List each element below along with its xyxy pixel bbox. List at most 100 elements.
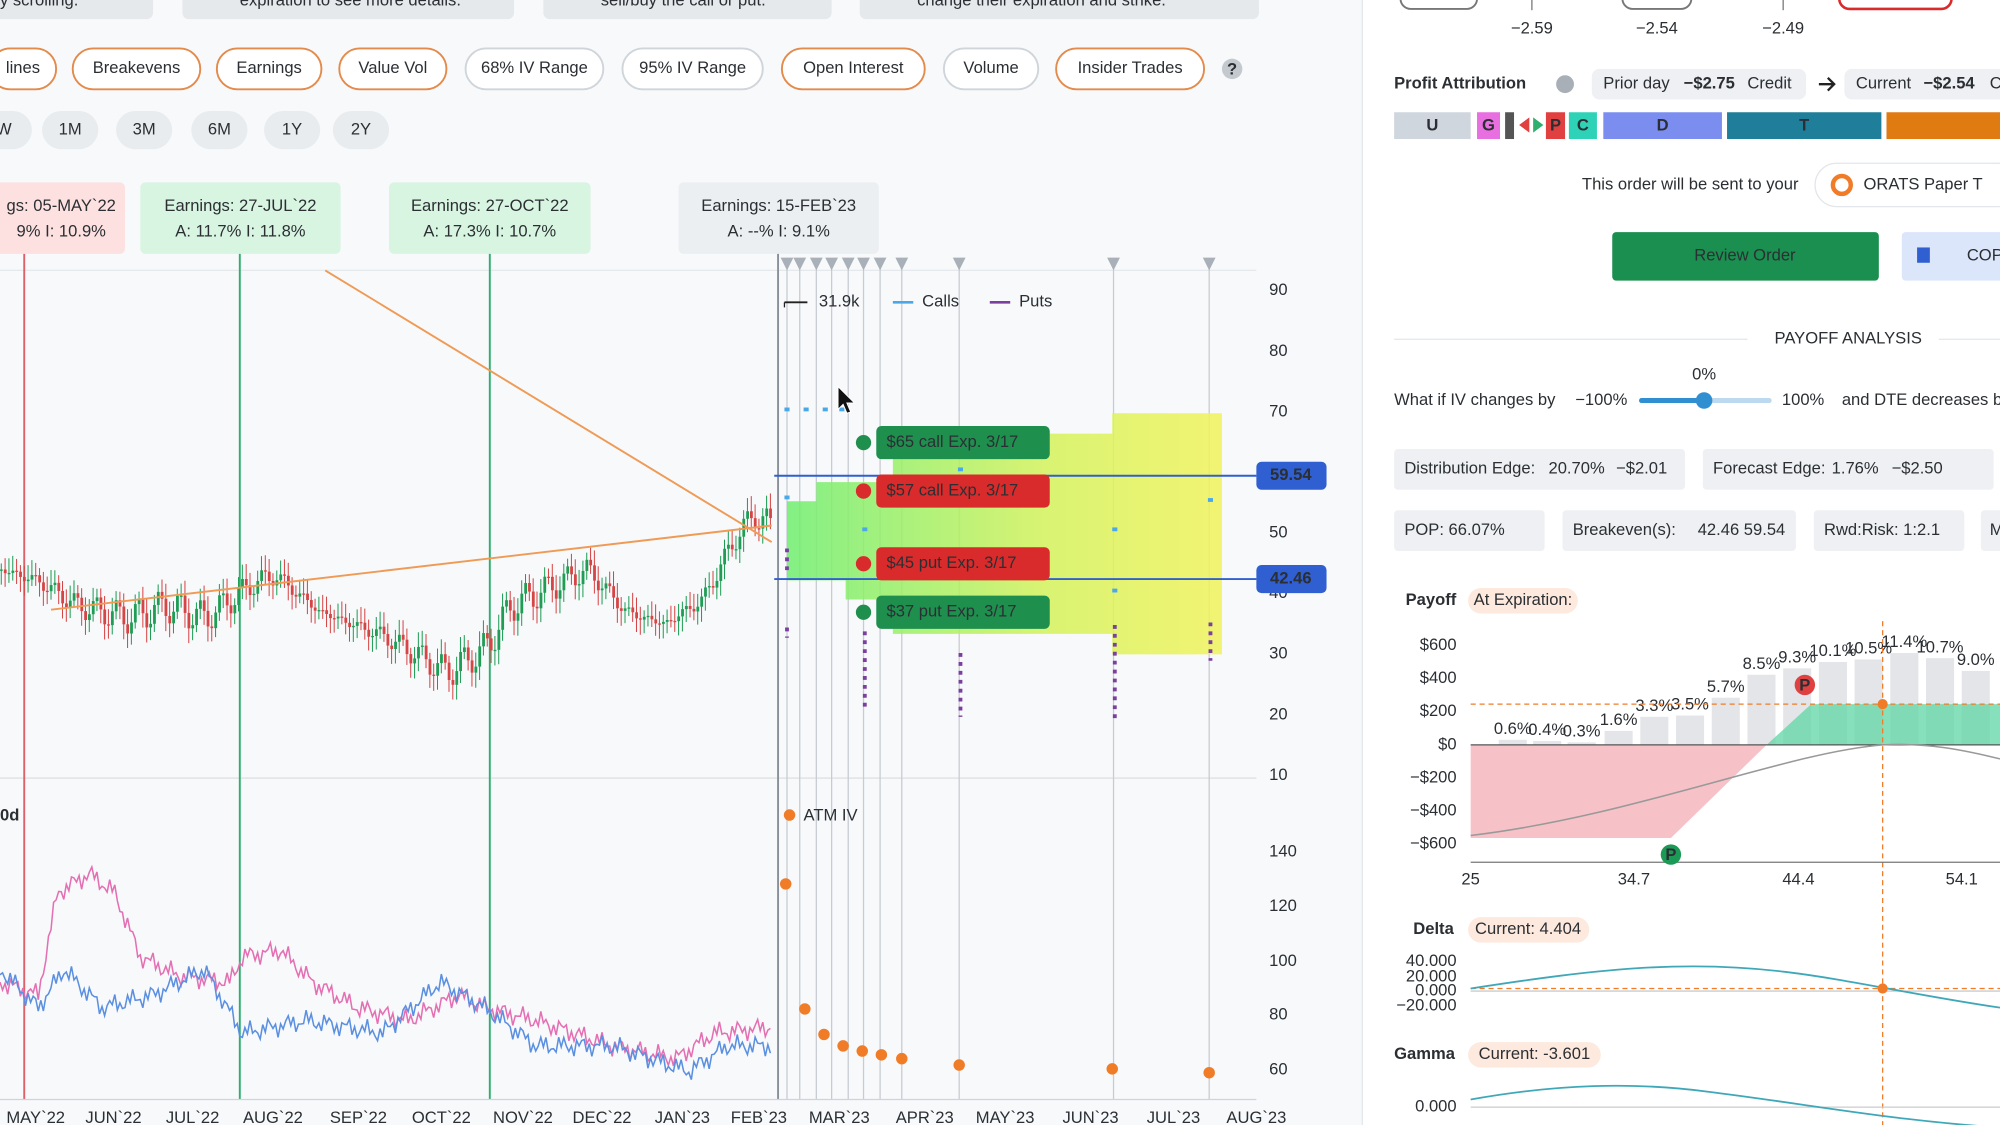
toggle-label[interactable]: Earnings <box>236 58 301 77</box>
copy-icon[interactable] <box>1917 247 1930 263</box>
toggle-button[interactable] <box>338 47 448 91</box>
leg-label-box[interactable] <box>876 426 1050 460</box>
price-axis-label: 70 <box>1269 401 1287 420</box>
stat-box <box>1394 510 1545 552</box>
candle-body <box>95 597 99 602</box>
toggle-button[interactable] <box>780 47 926 91</box>
review-button[interactable] <box>1612 232 1879 281</box>
range-button[interactable] <box>0 110 32 150</box>
toggle-button[interactable] <box>1055 47 1206 91</box>
leg-label[interactable]: $57 call Exp. 3/17 <box>886 480 1018 499</box>
payoff-title: Payoff <box>1406 590 1457 609</box>
delta-title: Delta <box>1413 919 1454 938</box>
copy-button[interactable] <box>1901 232 2000 281</box>
range-label[interactable]: 1Y <box>282 119 302 138</box>
candle-body <box>237 587 241 606</box>
range-label[interactable]: 1M <box>59 119 82 138</box>
iv-point <box>799 1003 811 1015</box>
candle-body <box>68 600 72 608</box>
candle-body <box>256 580 260 594</box>
candle-body <box>91 601 95 615</box>
toggle-button[interactable] <box>71 47 202 91</box>
price-axis-label: 50 <box>1269 523 1287 542</box>
probability-label: 10.1% <box>1809 641 1856 660</box>
leg-label-box[interactable] <box>876 547 1050 581</box>
candle-body <box>214 612 218 629</box>
toggle-label[interactable]: Volume <box>963 58 1018 77</box>
toggle-button[interactable] <box>215 47 323 91</box>
price-axis-label: 20 <box>1269 704 1287 723</box>
payoff-y-label: $600 <box>1420 635 1457 654</box>
candle-body <box>508 600 512 611</box>
candle-body <box>463 647 466 652</box>
help-label[interactable]: ? <box>1227 60 1237 79</box>
expiration-marker <box>873 257 887 271</box>
marker <box>1660 844 1682 865</box>
leg-label[interactable]: $65 call Exp. 3/17 <box>886 432 1018 451</box>
toggle-label[interactable]: lines <box>6 58 40 77</box>
candle-body <box>589 559 593 566</box>
payoff-x-label: 25 <box>1461 869 1479 888</box>
toggle-label[interactable]: Insider Trades <box>1078 58 1183 77</box>
candle-body <box>53 582 57 586</box>
range-button[interactable] <box>116 110 173 150</box>
candle-body <box>734 549 738 551</box>
candle-body <box>394 641 397 649</box>
toggle-button[interactable] <box>942 47 1040 91</box>
candle-body <box>688 606 692 609</box>
toggle-label[interactable]: Breakevens <box>93 58 181 77</box>
candle-body <box>302 593 306 595</box>
toggle-label[interactable]: Open Interest <box>803 58 904 77</box>
range-button[interactable] <box>191 110 248 150</box>
range-label[interactable]: W <box>0 119 12 138</box>
candle-body <box>573 574 577 586</box>
toggle-label[interactable]: Value Vol <box>358 58 427 77</box>
leg-label-box[interactable] <box>876 474 1050 508</box>
candle-body <box>466 647 470 661</box>
leg-label[interactable]: $37 put Exp. 3/17 <box>886 602 1016 621</box>
month-label: MAR`23 <box>809 1108 870 1125</box>
candle-body <box>34 575 38 577</box>
candle-body <box>639 618 642 620</box>
probability-bar <box>1533 741 1562 745</box>
help-icon[interactable] <box>1221 58 1243 80</box>
range-label[interactable]: 6M <box>208 119 231 138</box>
candle-body <box>118 600 122 607</box>
range-label[interactable]: 3M <box>133 119 156 138</box>
candle-body <box>459 651 462 672</box>
candle-body <box>202 600 206 611</box>
info-icon <box>1556 75 1574 94</box>
stat-label: POP: 66.07% <box>1404 520 1505 539</box>
candle-body <box>700 596 704 607</box>
slider-knob[interactable] <box>1695 392 1713 409</box>
copy-label[interactable]: COP <box>1967 246 2000 265</box>
candle-body <box>386 633 390 646</box>
trend-line <box>50 524 772 611</box>
leg-label-box[interactable] <box>876 595 1050 629</box>
toggle-label[interactable]: 68% IV Range <box>481 58 588 77</box>
hint-text: expiration to see more details. <box>240 0 461 10</box>
range-label[interactable]: 2Y <box>351 119 371 138</box>
candle-body <box>562 573 566 591</box>
toggle-label[interactable]: 95% IV Range <box>639 58 746 77</box>
toggle-button[interactable] <box>0 47 58 91</box>
range-button[interactable] <box>332 110 390 150</box>
candle-body <box>49 585 53 592</box>
candle-body <box>114 600 118 612</box>
toggle-button[interactable] <box>464 47 605 91</box>
month-label: MAY`23 <box>976 1108 1035 1125</box>
candle-body <box>3 569 7 574</box>
probability-label: 10.5% <box>1845 639 1892 658</box>
range-button[interactable] <box>42 110 99 150</box>
delta-y-label: 0.000 <box>1415 980 1457 999</box>
call-interest <box>839 407 845 412</box>
current-point <box>1877 698 1888 710</box>
review-label[interactable]: Review Order <box>1694 246 1796 265</box>
leg-label[interactable]: $45 put Exp. 3/17 <box>886 553 1016 572</box>
call-interest <box>1112 588 1118 593</box>
toggle-button[interactable] <box>621 47 764 91</box>
delta-curve <box>1470 965 2000 1009</box>
iv-point <box>1203 1066 1215 1079</box>
range-button[interactable] <box>264 110 321 150</box>
